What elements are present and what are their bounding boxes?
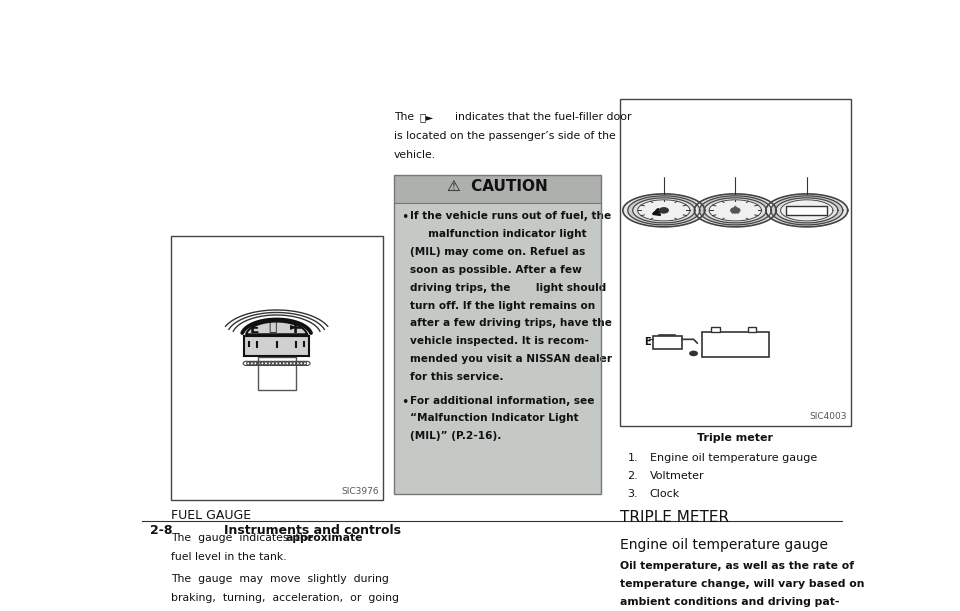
Bar (702, 332, 769, 357)
Circle shape (722, 159, 749, 177)
Text: after a few driving trips, have the: after a few driving trips, have the (410, 318, 612, 329)
Text: approximate: approximate (286, 533, 364, 543)
Text: 1: 1 (660, 163, 667, 173)
Text: The  gauge  may  move  slightly  during: The gauge may move slightly during (171, 574, 389, 584)
Text: 2-8: 2-8 (150, 524, 172, 537)
Text: +: + (743, 338, 754, 351)
Bar (394, 175, 601, 203)
Bar (710, 327, 720, 332)
Text: FUEL GAUGE: FUEL GAUGE (171, 508, 251, 522)
Text: 3.: 3. (628, 489, 638, 499)
Circle shape (731, 207, 740, 214)
Text: Instruments and controls: Instruments and controls (225, 524, 401, 537)
Polygon shape (633, 198, 695, 223)
Bar (257, 357, 296, 390)
Bar (394, 203, 601, 494)
Text: 3: 3 (804, 163, 810, 173)
Circle shape (659, 207, 669, 214)
Circle shape (689, 351, 698, 356)
Polygon shape (694, 194, 777, 227)
Polygon shape (766, 194, 848, 227)
Polygon shape (699, 196, 771, 225)
Text: for this service.: for this service. (410, 372, 504, 382)
Text: ⛽►: ⛽► (420, 112, 433, 122)
Text: ⚠  CAUTION: ⚠ CAUTION (446, 179, 547, 194)
Polygon shape (771, 196, 843, 225)
Bar (653, 335, 683, 349)
Text: is located on the passenger’s side of the: is located on the passenger’s side of th… (394, 131, 615, 141)
Text: malfunction indicator light: malfunction indicator light (410, 229, 587, 239)
Text: E: E (251, 322, 260, 336)
Polygon shape (244, 322, 309, 356)
Polygon shape (780, 200, 833, 221)
Text: (MIL)” (P.2-16).: (MIL)” (P.2-16). (410, 431, 501, 441)
Text: −: − (713, 338, 724, 351)
Bar (171, 236, 383, 500)
Polygon shape (705, 198, 766, 223)
Text: Engine oil temperature gauge: Engine oil temperature gauge (650, 453, 817, 463)
Text: Oil temperature, as well as the rate of: Oil temperature, as well as the rate of (620, 561, 854, 571)
Text: “Malfunction Indicator Light: “Malfunction Indicator Light (410, 414, 579, 423)
Polygon shape (709, 200, 761, 221)
Text: SIC4003: SIC4003 (809, 412, 847, 422)
Polygon shape (776, 198, 838, 223)
Text: temperature change, will vary based on: temperature change, will vary based on (620, 579, 864, 589)
Circle shape (650, 159, 677, 177)
Text: 2: 2 (732, 163, 739, 173)
Polygon shape (628, 196, 700, 225)
Polygon shape (637, 200, 690, 221)
Text: 2.: 2. (628, 471, 638, 481)
Text: SIC3976: SIC3976 (342, 488, 379, 496)
Text: For additional information, see: For additional information, see (410, 395, 594, 406)
Text: fuel level in the tank.: fuel level in the tank. (171, 552, 286, 562)
Text: mended you visit a NISSAN dealer: mended you visit a NISSAN dealer (410, 354, 612, 364)
Text: Triple meter: Triple meter (697, 433, 774, 443)
Text: If the vehicle runs out of fuel, the: If the vehicle runs out of fuel, the (410, 211, 612, 221)
Text: E: E (644, 337, 650, 346)
Text: 1.: 1. (628, 453, 638, 463)
Bar (786, 206, 828, 215)
Bar (394, 175, 601, 494)
Text: soon as possible. After a few: soon as possible. After a few (410, 265, 582, 275)
Text: The  gauge  indicates  the: The gauge indicates the (171, 533, 320, 543)
Text: •: • (401, 211, 409, 224)
Text: ►: ► (290, 321, 298, 331)
Text: Engine oil temperature gauge: Engine oil temperature gauge (620, 538, 828, 552)
Text: driving trips, the       light should: driving trips, the light should (410, 283, 607, 293)
Circle shape (793, 159, 820, 177)
Text: •: • (401, 395, 409, 409)
Text: vehicle inspected. It is recom-: vehicle inspected. It is recom- (410, 336, 589, 346)
Text: The: The (394, 112, 420, 122)
Polygon shape (623, 194, 705, 227)
Text: TRIPLE METER: TRIPLE METER (620, 510, 729, 525)
Text: vehicle.: vehicle. (394, 150, 436, 159)
Bar (748, 327, 756, 332)
Text: turn off. If the light remains on: turn off. If the light remains on (410, 301, 595, 310)
Text: indicates that the fuel-filler door: indicates that the fuel-filler door (448, 112, 632, 122)
Text: ambient conditions and driving pat-: ambient conditions and driving pat- (620, 597, 839, 607)
Text: Voltmeter: Voltmeter (650, 471, 705, 481)
Text: ⛽: ⛽ (269, 319, 277, 333)
Text: Clock: Clock (650, 489, 680, 499)
Text: (MIL) may come on. Refuel as: (MIL) may come on. Refuel as (410, 247, 586, 257)
Bar (620, 99, 851, 426)
Text: braking,  turning,  acceleration,  or  going: braking, turning, acceleration, or going (171, 593, 398, 603)
Text: F: F (293, 322, 302, 336)
